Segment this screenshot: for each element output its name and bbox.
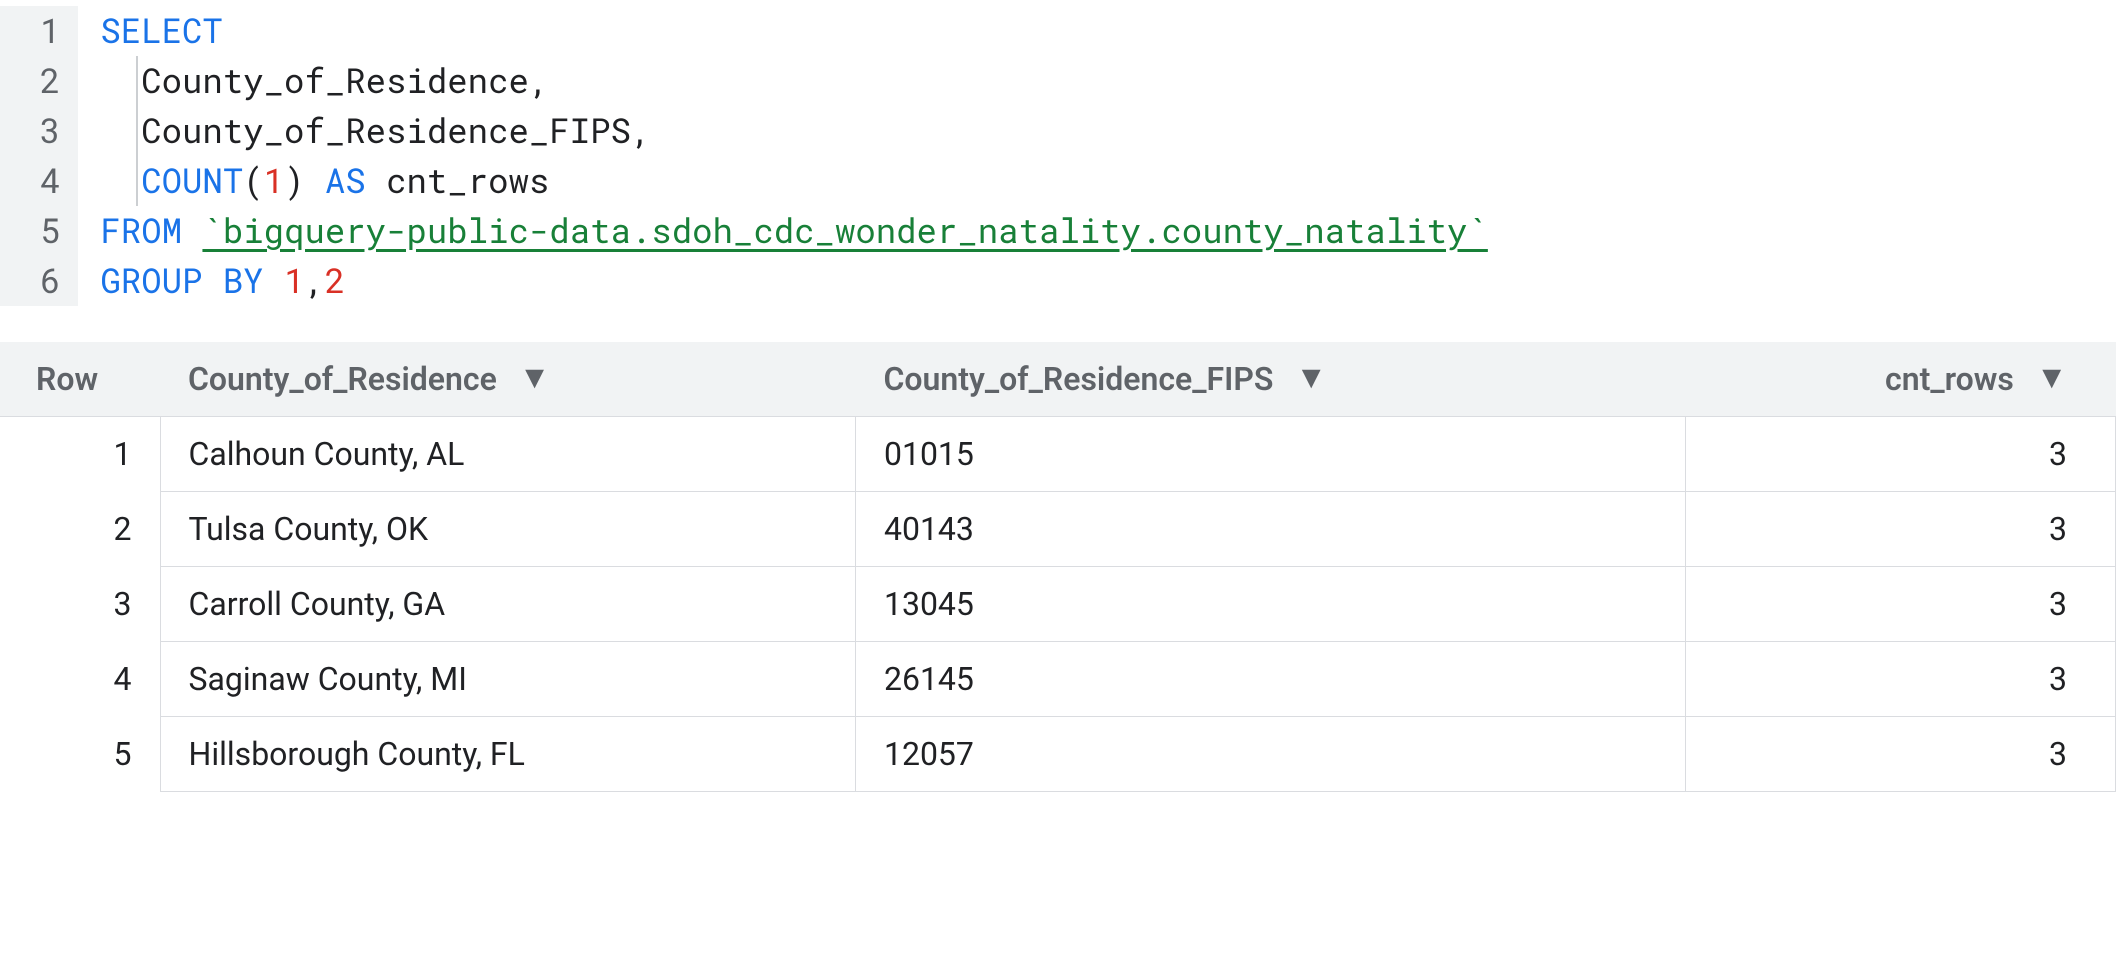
cell-cnt: 3 [1686, 417, 2116, 492]
cell-cnt: 3 [1686, 567, 2116, 642]
token-id [182, 208, 202, 253]
token-pn: , [529, 58, 549, 103]
results-header-row-number: Row [0, 342, 160, 417]
sql-editor[interactable]: 123456 SELECT County_of_Residence, Count… [0, 0, 2116, 306]
token-id [100, 58, 141, 103]
table-row[interactable]: 3Carroll County, GA130453 [0, 567, 2116, 642]
code-line[interactable]: SELECT [100, 6, 2116, 56]
column-header-label: County_of_Residence [188, 360, 497, 398]
cell-county: Carroll County, GA [160, 567, 855, 642]
results-header-county[interactable]: County_of_Residence ▼ [160, 342, 855, 417]
token-pn: ) [284, 158, 304, 203]
token-kw: BY [223, 258, 264, 303]
token-id: County_of_Residence_FIPS [141, 108, 631, 153]
token-num: 1 [284, 258, 304, 303]
code-line[interactable]: County_of_Residence_FIPS, [100, 106, 2116, 156]
column-header-label: Row [36, 360, 98, 398]
token-id [366, 158, 386, 203]
line-number: 3 [40, 106, 60, 156]
line-number: 2 [40, 56, 60, 106]
token-num: 2 [325, 258, 345, 303]
indent-guide [136, 106, 138, 156]
code-line[interactable]: FROM `bigquery-public-data.sdoh_cdc_wond… [100, 206, 2116, 256]
cell-fips: 01015 [855, 417, 1685, 492]
token-id [100, 158, 141, 203]
line-number: 4 [40, 156, 60, 206]
cell-cnt: 3 [1686, 717, 2116, 792]
cell-fips: 26145 [855, 642, 1685, 717]
line-number-gutter: 123456 [0, 6, 78, 306]
token-pn: , [631, 108, 651, 153]
token-id [100, 108, 141, 153]
token-id [304, 158, 324, 203]
row-number-cell: 2 [0, 492, 160, 567]
sort-caret-down-icon[interactable]: ▼ [2036, 358, 2068, 396]
code-line[interactable]: GROUP BY 1,2 [100, 256, 2116, 306]
column-header-label: County_of_Residence_FIPS [883, 360, 1273, 398]
cell-county: Calhoun County, AL [160, 417, 855, 492]
cell-fips: 13045 [855, 567, 1685, 642]
token-pn: ( [243, 158, 263, 203]
line-number: 6 [40, 256, 60, 306]
token-str: `bigquery-public-data.sdoh_cdc_wonder_na… [202, 208, 1487, 253]
table-row[interactable]: 5Hillsborough County, FL120573 [0, 717, 2116, 792]
row-number-cell: 5 [0, 717, 160, 792]
cell-county: Hillsborough County, FL [160, 717, 855, 792]
token-id [264, 258, 284, 303]
column-header-label: cnt_rows [1885, 360, 2014, 398]
token-pn: , [304, 258, 324, 303]
sort-caret-down-icon[interactable]: ▼ [1295, 358, 1327, 396]
query-results: Row County_of_Residence ▼ County_of_Resi… [0, 342, 2116, 792]
table-row[interactable]: 1Calhoun County, AL010153 [0, 417, 2116, 492]
results-body: 1Calhoun County, AL0101532Tulsa County, … [0, 417, 2116, 792]
results-table: Row County_of_Residence ▼ County_of_Resi… [0, 342, 2116, 792]
token-kw: FROM [100, 208, 182, 253]
indent-guide [136, 156, 138, 206]
token-id [202, 258, 222, 303]
code-line[interactable]: County_of_Residence, [100, 56, 2116, 106]
row-number-cell: 4 [0, 642, 160, 717]
token-kw: COUNT [141, 158, 243, 203]
token-num: 1 [264, 158, 284, 203]
line-number: 1 [40, 6, 60, 56]
results-header-fips[interactable]: County_of_Residence_FIPS ▼ [855, 342, 1685, 417]
cell-fips: 40143 [855, 492, 1685, 567]
row-number-cell: 3 [0, 567, 160, 642]
table-row[interactable]: 2Tulsa County, OK401433 [0, 492, 2116, 567]
results-header-row: Row County_of_Residence ▼ County_of_Resi… [0, 342, 2116, 417]
token-kw: AS [325, 158, 366, 203]
row-number-cell: 1 [0, 417, 160, 492]
sort-caret-down-icon[interactable]: ▼ [519, 358, 551, 396]
table-row[interactable]: 4Saginaw County, MI261453 [0, 642, 2116, 717]
token-id: County_of_Residence [141, 58, 529, 103]
code-line[interactable]: COUNT(1) AS cnt_rows [100, 156, 2116, 206]
cell-county: Tulsa County, OK [160, 492, 855, 567]
cell-cnt: 3 [1686, 642, 2116, 717]
token-id: cnt_rows [386, 158, 549, 203]
cell-county: Saginaw County, MI [160, 642, 855, 717]
cell-cnt: 3 [1686, 492, 2116, 567]
line-number: 5 [40, 206, 60, 256]
token-kw: GROUP [100, 258, 202, 303]
indent-guide [136, 56, 138, 106]
cell-fips: 12057 [855, 717, 1685, 792]
token-kw: SELECT [100, 8, 222, 53]
sql-code-area[interactable]: SELECT County_of_Residence, County_of_Re… [78, 6, 2116, 306]
results-header-cnt[interactable]: cnt_rows ▼ [1686, 342, 2116, 417]
